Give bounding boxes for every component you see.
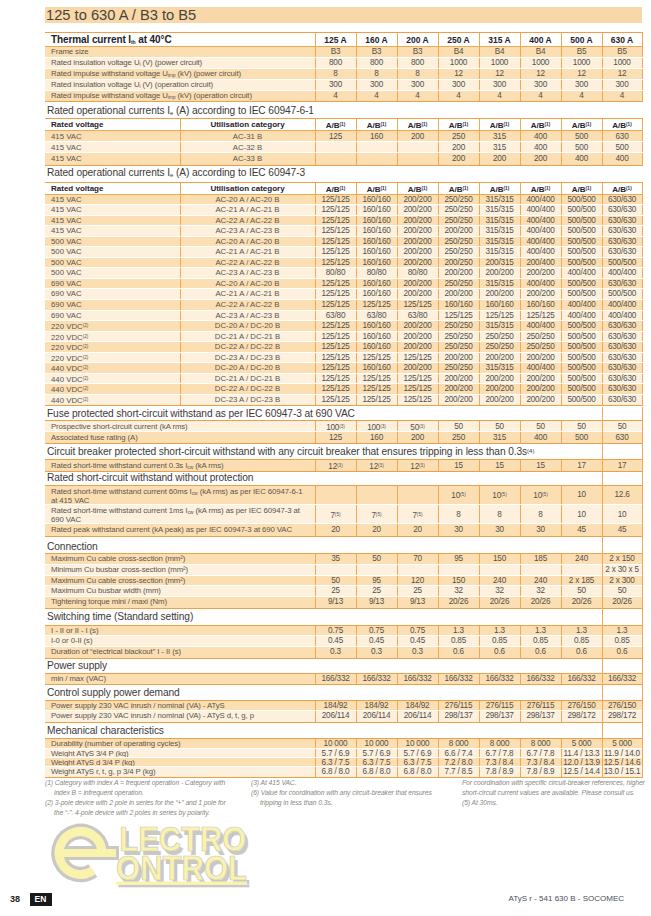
svg-text:ONTROL: ONTROL	[116, 848, 247, 887]
